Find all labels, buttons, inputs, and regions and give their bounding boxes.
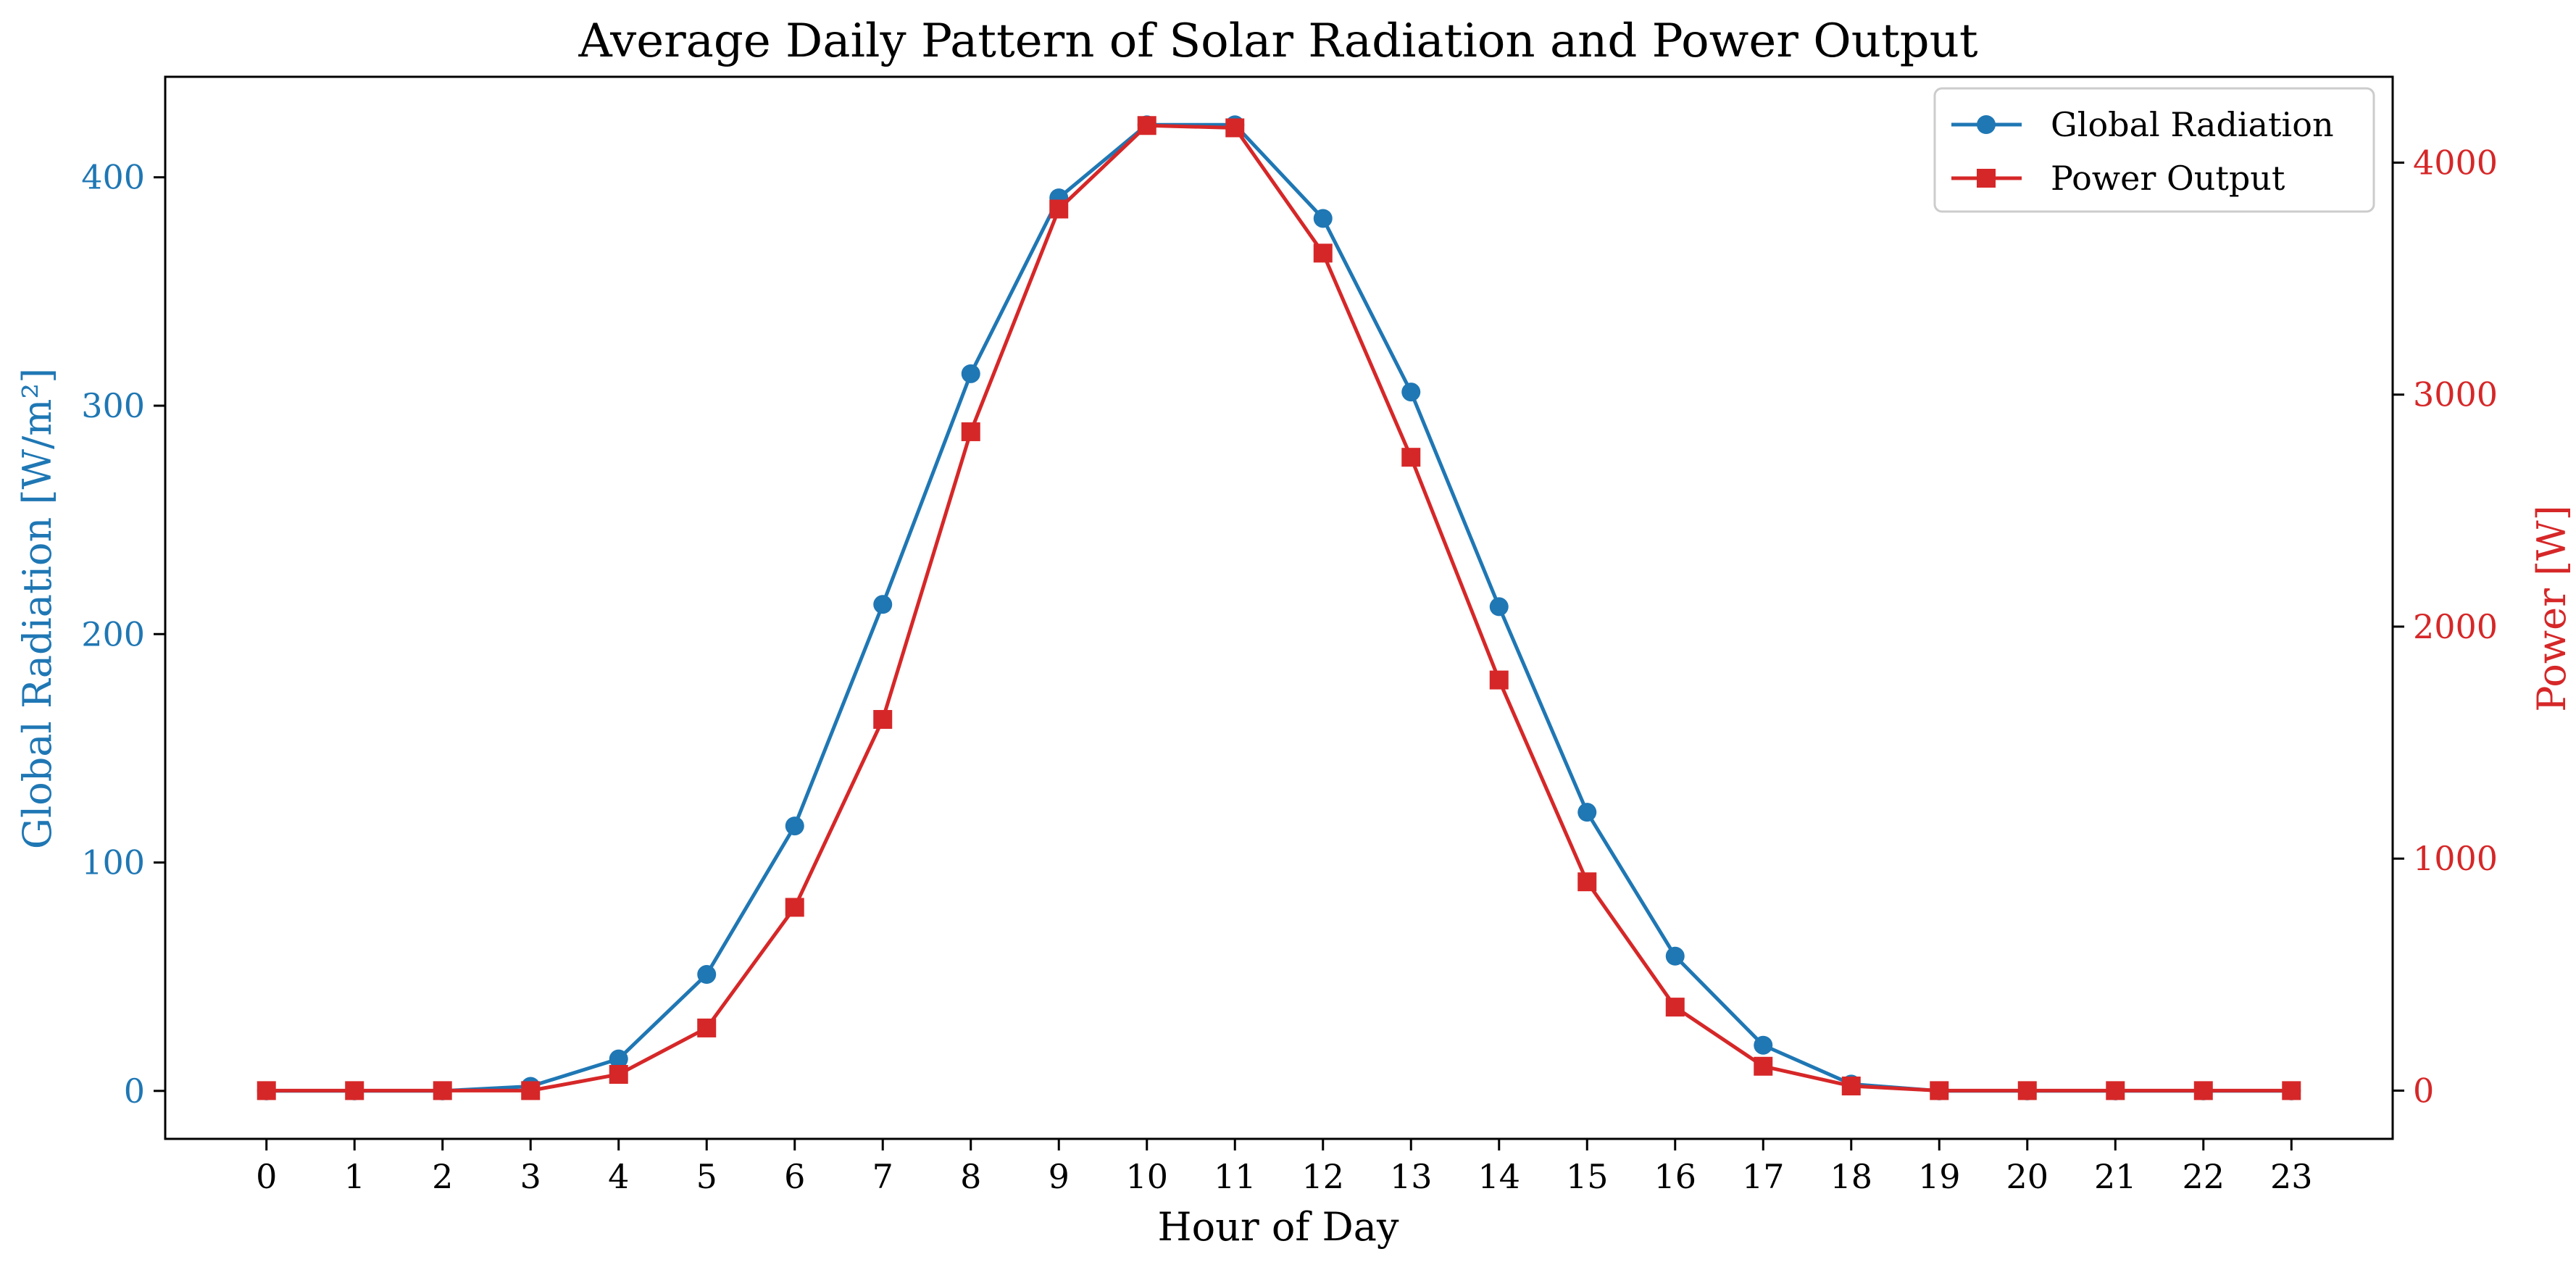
y-right-tick-label-0: 0: [2413, 1071, 2434, 1110]
point-power-output-23: [2282, 1081, 2301, 1100]
y-right-tick-label-4000: 4000: [2413, 143, 2498, 182]
point-power-output-10: [1137, 116, 1156, 135]
y-axis-left-label: Global Radiation [W/m²]: [14, 368, 60, 849]
series-markers-global-radiation: [257, 115, 2301, 1100]
y-left-tick-label-200: 200: [81, 614, 145, 653]
point-global-radiation-14: [1489, 597, 1509, 617]
x-tick-label-0: 0: [256, 1157, 277, 1196]
legend-label-global-radiation: Global Radiation: [2051, 105, 2334, 144]
point-global-radiation-6: [785, 816, 804, 836]
point-power-output-1: [345, 1081, 364, 1100]
x-tick-label-14: 14: [1477, 1157, 1520, 1196]
point-power-output-22: [2193, 1081, 2213, 1100]
x-tick-label-19: 19: [1918, 1157, 1961, 1196]
plot-area: [257, 115, 2301, 1100]
x-tick-label-1: 1: [344, 1157, 365, 1196]
series-line-power-output: [266, 123, 2292, 1093]
y-left-tick-label-300: 300: [81, 386, 145, 425]
point-power-output-5: [697, 1018, 717, 1037]
point-power-output-7: [873, 710, 893, 730]
x-tick-label-3: 3: [520, 1157, 541, 1196]
point-power-output-19: [1930, 1081, 1949, 1100]
x-tick-label-23: 23: [2270, 1157, 2313, 1196]
legend-label-power-output: Power Output: [2051, 159, 2285, 198]
x-tick-label-2: 2: [432, 1157, 453, 1196]
point-power-output-3: [521, 1081, 541, 1100]
x-tick-label-8: 8: [960, 1157, 981, 1196]
point-power-output-16: [1665, 998, 1685, 1017]
x-tick-label-7: 7: [872, 1157, 893, 1196]
point-power-output-6: [785, 898, 804, 917]
point-power-output-2: [433, 1081, 452, 1100]
point-power-output-15: [1577, 872, 1597, 892]
point-global-radiation-4: [609, 1049, 628, 1069]
plot-frame: [164, 75, 2394, 1140]
legend: Global Radiation Power Output: [1933, 87, 2375, 213]
x-tick-label-17: 17: [1742, 1157, 1785, 1196]
point-power-output-21: [2106, 1081, 2125, 1100]
series-line-global-radiation: [266, 122, 2292, 1093]
legend-box: [1933, 87, 2375, 213]
y-right-tick-label-1000: 1000: [2413, 839, 2498, 878]
point-power-output-17: [1754, 1056, 1773, 1076]
y-left-tick-label-0: 0: [124, 1071, 145, 1111]
point-power-output-8: [961, 422, 980, 441]
point-power-output-12: [1313, 243, 1333, 263]
axes: 0 1 2 3 4 5 6 7 8 9 10 11 12 13 14 15 16 17 18 19 20 21 22 2301…: [81, 75, 2498, 1196]
x-tick-label-11: 11: [1214, 1157, 1256, 1196]
x-tick-label-12: 12: [1301, 1157, 1344, 1196]
x-tick-label-4: 4: [608, 1157, 629, 1196]
x-tick-label-18: 18: [1830, 1157, 1872, 1196]
x-tick-label-15: 15: [1566, 1157, 1609, 1196]
point-power-output-4: [609, 1064, 628, 1084]
point-global-radiation-7: [873, 595, 893, 614]
x-tick-label-9: 9: [1049, 1157, 1070, 1196]
x-tick-label-6: 6: [784, 1157, 805, 1196]
x-tick-label-21: 21: [2094, 1157, 2137, 1196]
y-right-tick-label-2000: 2000: [2413, 607, 2498, 646]
point-global-radiation-8: [961, 364, 980, 383]
point-global-radiation-5: [697, 965, 717, 985]
x-tick-label-22: 22: [2182, 1157, 2225, 1196]
point-global-radiation-17: [1754, 1035, 1773, 1055]
point-global-radiation-12: [1313, 209, 1333, 228]
x-axis-label: Hour of Day: [1157, 1204, 1399, 1250]
series-markers-power-output: [257, 116, 2301, 1100]
x-tick-label-10: 10: [1125, 1157, 1168, 1196]
point-power-output-13: [1401, 448, 1421, 467]
point-power-output-11: [1225, 118, 1245, 138]
y-right-tick-label-3000: 3000: [2413, 375, 2498, 414]
legend-marker-power-output: [1977, 169, 1996, 188]
legend-marker-global-radiation: [1977, 115, 1996, 134]
x-tick-label-20: 20: [2006, 1157, 2048, 1196]
point-power-output-18: [1841, 1076, 1861, 1095]
point-power-output-0: [257, 1081, 276, 1100]
x-tick-label-16: 16: [1654, 1157, 1696, 1196]
point-global-radiation-13: [1401, 383, 1421, 402]
point-power-output-14: [1489, 670, 1509, 690]
point-power-output-9: [1049, 199, 1069, 219]
y-left-tick-label-100: 100: [81, 843, 145, 882]
point-power-output-20: [2017, 1081, 2037, 1100]
y-left-tick-label-400: 400: [81, 158, 145, 197]
x-tick-label-5: 5: [696, 1157, 717, 1196]
y-axis-right-label: Power [W]: [2529, 505, 2575, 711]
x-tick-label-13: 13: [1390, 1157, 1433, 1196]
point-global-radiation-16: [1665, 946, 1685, 966]
chart-title: Average Daily Pattern of Solar Radiation…: [578, 14, 1977, 68]
point-global-radiation-15: [1577, 803, 1597, 822]
